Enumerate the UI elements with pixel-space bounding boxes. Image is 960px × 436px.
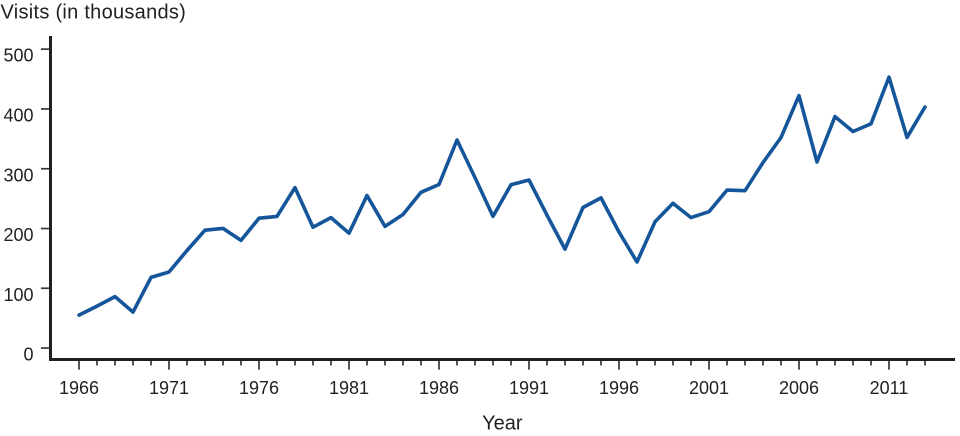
svg-text:300: 300 [3, 165, 33, 185]
svg-text:500: 500 [3, 45, 33, 65]
svg-text:1976: 1976 [239, 378, 279, 398]
svg-text:1981: 1981 [329, 378, 369, 398]
svg-text:100: 100 [3, 285, 33, 305]
svg-text:1971: 1971 [149, 378, 189, 398]
svg-text:Visits (in thousands): Visits (in thousands) [1, 2, 187, 24]
svg-text:1996: 1996 [599, 378, 639, 398]
svg-text:0: 0 [23, 345, 33, 365]
svg-text:2011: 2011 [870, 378, 909, 398]
svg-text:1991: 1991 [509, 378, 549, 398]
svg-text:200: 200 [3, 225, 33, 245]
svg-text:400: 400 [3, 105, 33, 125]
svg-text:2001: 2001 [689, 378, 729, 398]
svg-text:Year: Year [482, 413, 523, 435]
svg-text:1986: 1986 [419, 378, 459, 398]
svg-text:2006: 2006 [779, 378, 819, 398]
svg-text:1966: 1966 [59, 378, 99, 398]
